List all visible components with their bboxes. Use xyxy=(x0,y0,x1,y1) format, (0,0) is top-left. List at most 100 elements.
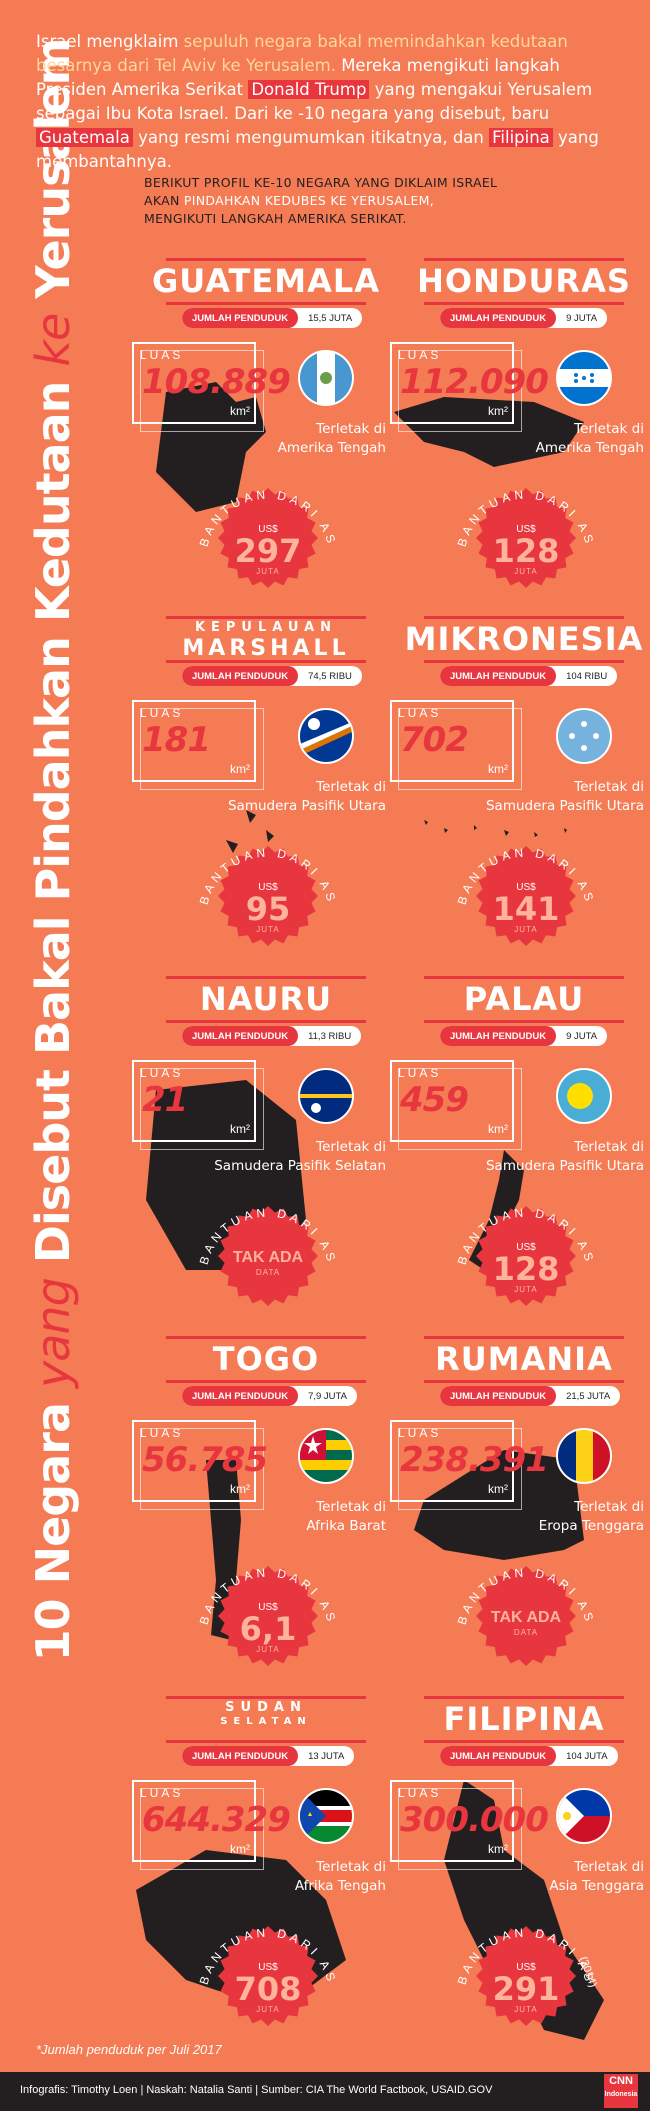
country-card-togo: TOGO JUMLAH PENDUDUK 7,9 JUTA LUAS 56.785 km²… xyxy=(132,1336,386,1670)
flag-icon xyxy=(298,1788,354,1844)
divider xyxy=(166,1740,366,1743)
country-map xyxy=(414,1450,584,1560)
area-value: 300.000 xyxy=(400,1800,549,1840)
aid-seal: BANTUAN DARI AS TAK ADA DATA xyxy=(455,1565,593,1666)
country-map xyxy=(156,382,266,512)
location-text: Terletak di Asia Tenggara xyxy=(549,1859,644,1894)
flag-icon xyxy=(298,708,354,764)
divider xyxy=(166,1380,366,1383)
area-box: LUAS 702 km² xyxy=(390,700,522,790)
country-name: SUDAN xyxy=(225,1700,307,1715)
area-box: LUAS 238.391 km² xyxy=(390,1420,549,1510)
location-text: Terletak di Samudera Pasifik Selatan xyxy=(214,1139,386,1174)
divider xyxy=(424,616,624,619)
aid-value: 291 xyxy=(492,1970,560,2008)
divider xyxy=(166,660,366,663)
intro-paragraph: Israel mengklaim sepuluh negara bakal me… xyxy=(36,32,599,171)
population-badge: JUMLAH PENDUDUK 15,5 JUTA xyxy=(182,308,363,328)
country-name: MIKRONESIA xyxy=(404,620,644,658)
population-badge: JUMLAH PENDUDUK 11,3 RIBU xyxy=(182,1026,362,1046)
location-text: Terletak di Samudera Pasifik Utara xyxy=(227,779,386,814)
aid-seal: BANTUAN DARI AS US$ 6,1 JUTA xyxy=(197,1565,335,1666)
location-text: Terletak di Amerika Tengah xyxy=(277,421,386,456)
area-box: LUAS 21 km² xyxy=(132,1060,264,1150)
population-badge: JUMLAH PENDUDUK 13 JUTA xyxy=(182,1746,355,1766)
country-name: TOGO xyxy=(212,1340,320,1378)
aid-seal: BANTUAN DARI AS US$ 128 JUTA xyxy=(455,487,593,588)
divider xyxy=(424,976,624,979)
flag-icon xyxy=(556,1428,612,1484)
area-value: 181 xyxy=(142,720,211,760)
location-text: Terletak di Afrika Barat xyxy=(306,1499,386,1534)
divider xyxy=(424,1020,624,1023)
area-box: LUAS 56.785 km² xyxy=(132,1420,268,1510)
area-box: LUAS 459 km² xyxy=(390,1060,522,1150)
country-name: NAURU xyxy=(199,980,333,1018)
area-value: 702 xyxy=(400,720,469,760)
area-box: LUAS 300.000 km² xyxy=(390,1780,549,1870)
country-name-top: KEPULAUAN xyxy=(194,620,338,635)
divider xyxy=(424,1380,624,1383)
country-name: FILIPINA xyxy=(443,1700,605,1738)
flag-icon xyxy=(298,1428,354,1484)
location-text: Terletak di Samudera Pasifik Utara xyxy=(485,1139,644,1174)
flag-icon xyxy=(556,1788,612,1844)
area-value: 644.329 xyxy=(142,1800,291,1840)
divider xyxy=(424,258,624,261)
country-card-nauru: NAURU JUMLAH PENDUDUK 11,3 RIBU LUAS 21 km² Te… xyxy=(132,976,386,1310)
flag-icon xyxy=(298,350,354,406)
country-name: PALAU xyxy=(463,980,585,1018)
aid-seal: BANTUAN DARI AS US$ 291 JUTA (2014) xyxy=(455,1925,599,2026)
population-badge: JUMLAH PENDUDUK 104 JUTA xyxy=(440,1746,618,1766)
population-badge: JUMLAH PENDUDUK 7,9 JUTA xyxy=(182,1386,357,1406)
divider xyxy=(166,1020,366,1023)
aid-value: 128 xyxy=(492,1250,560,1288)
flag-icon xyxy=(556,350,612,406)
aid-value: 128 xyxy=(492,532,560,570)
aid-value: 708 xyxy=(234,1970,302,2008)
divider xyxy=(424,1336,624,1339)
country-card-: SUDAN SELATAN JUMLAH PENDUDUK 13 JUTA LUAS 64… xyxy=(132,1696,386,2030)
divider xyxy=(166,616,366,619)
divider xyxy=(166,1696,366,1699)
area-box: LUAS 112.090 km² xyxy=(390,342,549,432)
area-value: 459 xyxy=(400,1080,469,1120)
divider xyxy=(424,1740,624,1743)
credits-bar: Infografis: Timothy Loen | Naskah: Natal… xyxy=(0,2072,650,2111)
divider xyxy=(424,1696,624,1699)
credits-text: Infografis: Timothy Loen | Naskah: Natal… xyxy=(20,2084,493,2096)
subtitle: BERIKUT PROFIL KE-10 NEGARA YANG DIKLAIM… xyxy=(144,175,498,226)
aid-seal: BANTUAN DARI AS US$ 708 JUTA xyxy=(197,1925,335,2026)
cnn-indonesia-logo: CNN Indonesia xyxy=(604,2074,638,2108)
location-text: Terletak di Amerika Tengah xyxy=(535,421,644,456)
population-badge: JUMLAH PENDUDUK 21,5 JUTA xyxy=(440,1386,621,1406)
area-value: 21 xyxy=(142,1080,188,1120)
divider xyxy=(424,660,624,663)
location-text: Terletak di Afrika Tengah xyxy=(294,1859,386,1894)
divider xyxy=(166,302,366,305)
aid-value: TAK ADA xyxy=(490,1609,562,1626)
vertical-title: 10 Negara yang Disebut Bakal Pindahkan K… xyxy=(26,38,80,1662)
divider xyxy=(166,976,366,979)
country-card-palau: PALAU JUMLAH PENDUDUK 9 JUTA LUAS 459 km² Terl… xyxy=(390,976,644,1310)
flag-icon xyxy=(556,708,612,764)
aid-value: 297 xyxy=(234,532,302,570)
location-text: Terletak di Samudera Pasifik Utara xyxy=(485,779,644,814)
country-card-mikronesia: MIKRONESIA JUMLAH PENDUDUK 104 RIBU LUAS 702… xyxy=(390,616,644,950)
footnote: *Jumlah penduduk per Juli 2017 xyxy=(36,2042,222,2057)
divider xyxy=(424,302,624,305)
aid-value: TAK ADA xyxy=(232,1249,304,1266)
area-box: LUAS 181 km² xyxy=(132,700,264,790)
country-card-filipina: FILIPINA JUMLAH PENDUDUK 104 JUTA LUAS 300.0… xyxy=(390,1696,644,2040)
country-name: HONDURAS xyxy=(417,262,631,300)
aid-seal: BANTUAN DARI AS US$ 95 JUTA xyxy=(197,845,335,946)
area-value: 56.785 xyxy=(142,1440,268,1480)
divider xyxy=(166,258,366,261)
area-value: 112.090 xyxy=(400,362,549,402)
population-badge: JUMLAH PENDUDUK 9 JUTA xyxy=(440,1026,608,1046)
aid-seal: BANTUAN DARI AS US$ 128 JUTA xyxy=(455,1205,593,1306)
country-card-guatemala: GUATEMALA JUMLAH PENDUDUK 15,5 JUTA LUAS 108… xyxy=(132,258,386,592)
population-badge: JUMLAH PENDUDUK 104 RIBU xyxy=(440,666,618,686)
aid-seal: BANTUAN DARI AS US$ 297 JUTA xyxy=(197,487,335,588)
flag-icon xyxy=(556,1068,612,1124)
